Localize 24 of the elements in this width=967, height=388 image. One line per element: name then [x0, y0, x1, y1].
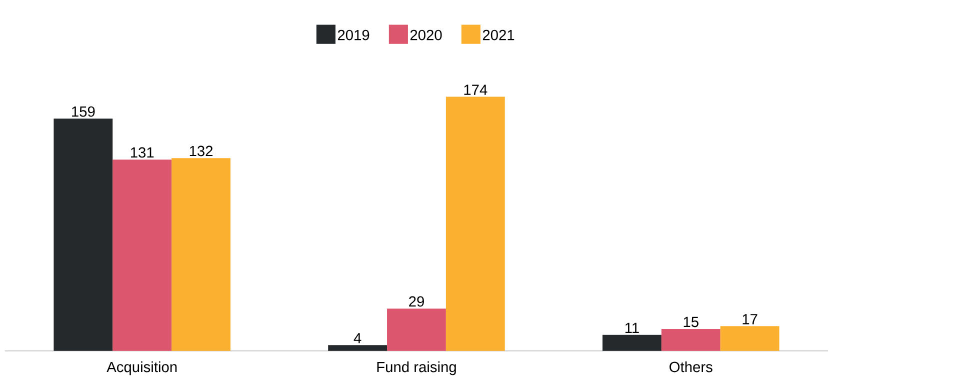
- x-tick-label: Acquisition: [106, 361, 177, 375]
- data-label: 17: [742, 314, 758, 324]
- data-label: 174: [464, 84, 488, 95]
- legend-label: 2020: [410, 30, 442, 40]
- bar: [720, 326, 780, 351]
- data-label: 159: [72, 106, 95, 117]
- bar: [446, 96, 505, 351]
- x-tick-label: Others: [670, 361, 712, 372]
- x-tick-label: Fund raising: [377, 361, 456, 375]
- bar: [172, 158, 230, 351]
- data-label: 4: [354, 332, 362, 344]
- data-label: 131: [130, 147, 154, 158]
- data-label: 132: [190, 146, 213, 156]
- legend-label: 2021: [482, 30, 514, 40]
- bar: [328, 344, 388, 351]
- data-label: 29: [409, 296, 424, 307]
- legend-label: 2019: [338, 30, 370, 40]
- bar: [54, 118, 113, 351]
- bar: [387, 308, 446, 351]
- data-label: 15: [684, 316, 698, 328]
- bar: [661, 328, 720, 351]
- data-label: 11: [625, 322, 639, 333]
- bar: [112, 159, 172, 351]
- bar: [602, 334, 662, 351]
